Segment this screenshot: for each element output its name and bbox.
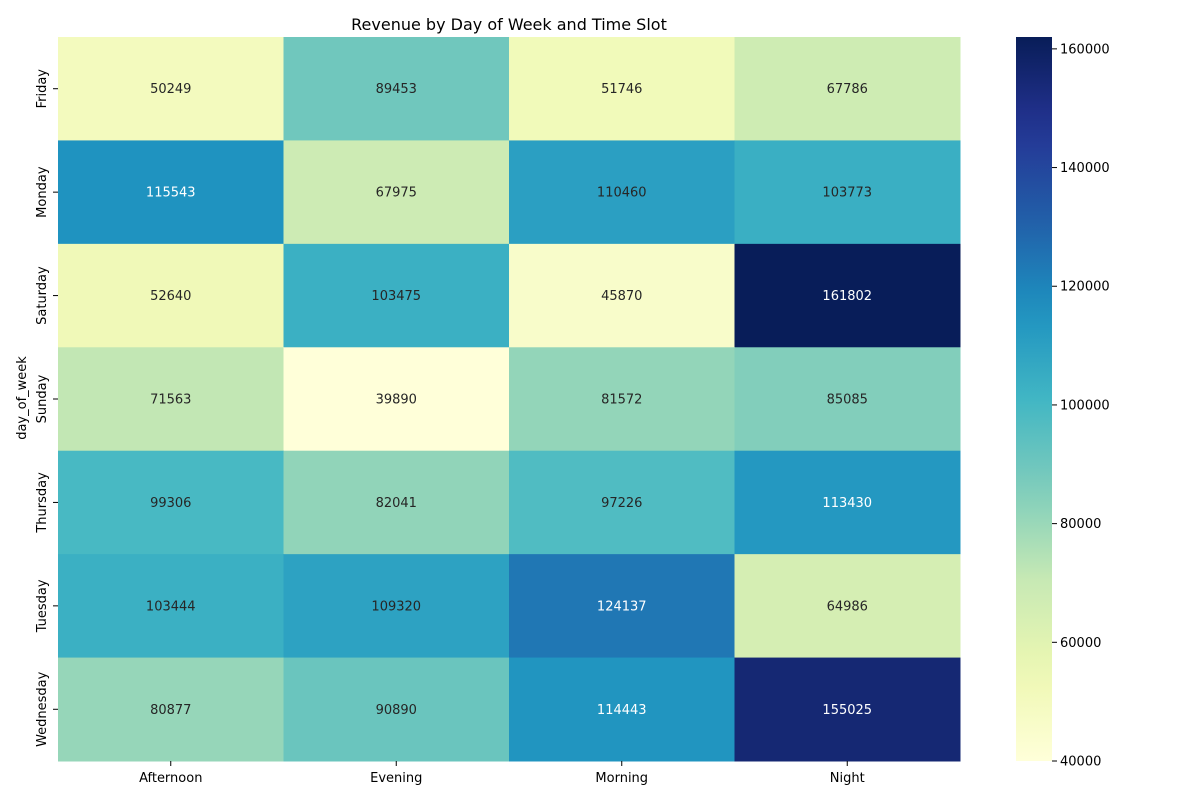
colorbar-tick-label: 160000 xyxy=(1060,42,1110,57)
heatmap-cell xyxy=(734,657,961,762)
colorbar-tick-label: 40000 xyxy=(1060,755,1101,770)
heatmap-cell xyxy=(58,37,284,141)
heatmap-cells xyxy=(58,37,961,762)
heatmap-cell xyxy=(734,554,961,659)
cell-value-label: 124137 xyxy=(597,599,647,614)
cell-value-label: 99306 xyxy=(150,496,191,511)
x-tick-label: Evening xyxy=(370,771,422,786)
heatmap-cell xyxy=(734,347,961,452)
heatmap-cell xyxy=(283,140,510,245)
cell-value-label: 85085 xyxy=(827,393,868,408)
colorbar-tick-label: 100000 xyxy=(1060,398,1110,413)
cell-labels: 50249 89453 51746 67786 115543 67975 110460 103… xyxy=(146,82,872,718)
heatmap-cell xyxy=(283,657,510,762)
heatmap-cell xyxy=(509,657,735,762)
cell-value-label: 155025 xyxy=(822,703,872,718)
colorbar xyxy=(1016,37,1052,761)
heatmap-cell xyxy=(509,37,735,141)
heatmap-cell xyxy=(283,347,510,452)
cell-value-label: 89453 xyxy=(376,82,417,97)
colorbar-tick-label: 80000 xyxy=(1060,517,1101,532)
chart-title: Revenue by Day of Week and Time Slot xyxy=(351,15,667,34)
cell-value-label: 97226 xyxy=(601,496,642,511)
heatmap-cell xyxy=(58,554,284,659)
cell-value-label: 103773 xyxy=(822,186,872,201)
cell-value-label: 50249 xyxy=(150,82,191,97)
heatmap-cell xyxy=(283,450,510,555)
cell-value-label: 161802 xyxy=(822,289,872,304)
y-tick-label: Sunday xyxy=(35,374,50,423)
heatmap-cell xyxy=(509,554,735,659)
colorbar-tick-label: 120000 xyxy=(1060,280,1110,295)
heatmap-cell xyxy=(734,37,961,141)
cell-value-label: 82041 xyxy=(376,496,417,511)
heatmap-cell xyxy=(734,450,961,555)
heatmap-cell xyxy=(509,243,735,348)
y-tick-label: Friday xyxy=(35,69,50,109)
y-tick-label: Saturday xyxy=(35,266,50,325)
heatmap-cell xyxy=(58,450,284,555)
heatmap-cell xyxy=(734,243,961,348)
cell-value-label: 52640 xyxy=(150,289,191,304)
heatmap-cell xyxy=(509,450,735,555)
heatmap-cell xyxy=(509,347,735,452)
cell-value-label: 71563 xyxy=(150,393,191,408)
heatmap-cell xyxy=(58,347,284,452)
heatmap-cell xyxy=(283,37,510,141)
heatmap-cell xyxy=(283,243,510,348)
heatmap-cell xyxy=(509,140,735,245)
y-tick-label: Wednesday xyxy=(35,671,50,747)
colorbar-tick-label: 60000 xyxy=(1060,636,1101,651)
cell-value-label: 103475 xyxy=(371,289,421,304)
cell-value-label: 113430 xyxy=(822,496,872,511)
cell-value-label: 80877 xyxy=(150,703,191,718)
x-tick-label: Morning xyxy=(595,771,648,786)
y-axis-label: day_of_week xyxy=(15,356,30,440)
cell-value-label: 114443 xyxy=(597,703,647,718)
cell-value-label: 90890 xyxy=(376,703,417,718)
cell-value-label: 39890 xyxy=(376,393,417,408)
cell-value-label: 51746 xyxy=(601,82,642,97)
cell-value-label: 109320 xyxy=(371,599,421,614)
cell-value-label: 103444 xyxy=(146,599,196,614)
cell-value-label: 81572 xyxy=(601,393,642,408)
colorbar-ticks: 40000 60000 80000 100000 120000 140000 160000 xyxy=(1052,42,1110,770)
colorbar-tick-label: 140000 xyxy=(1060,161,1110,176)
heatmap-cell xyxy=(58,657,284,762)
heatmap-cell xyxy=(734,140,961,245)
cell-value-label: 67975 xyxy=(376,186,417,201)
x-tick-label: Afternoon xyxy=(139,771,202,786)
y-tick-label: Tuesday xyxy=(35,579,50,633)
x-tick-label: Night xyxy=(830,771,865,786)
cell-value-label: 64986 xyxy=(827,599,868,614)
heatmap-cell xyxy=(58,243,284,348)
cell-value-label: 110460 xyxy=(597,186,647,201)
x-axis-ticks: Afternoon Evening Morning Night xyxy=(139,761,865,786)
heatmap-cell xyxy=(58,140,284,245)
heatmap-cell xyxy=(283,554,510,659)
cell-value-label: 45870 xyxy=(601,289,642,304)
y-tick-label: Monday xyxy=(35,166,50,218)
cell-value-label: 115543 xyxy=(146,186,196,201)
cell-value-label: 67786 xyxy=(827,82,868,97)
y-axis-ticks: Friday Monday Saturday Sunday Thursday Tuesda… xyxy=(35,69,58,747)
y-tick-label: Thursday xyxy=(35,472,50,534)
